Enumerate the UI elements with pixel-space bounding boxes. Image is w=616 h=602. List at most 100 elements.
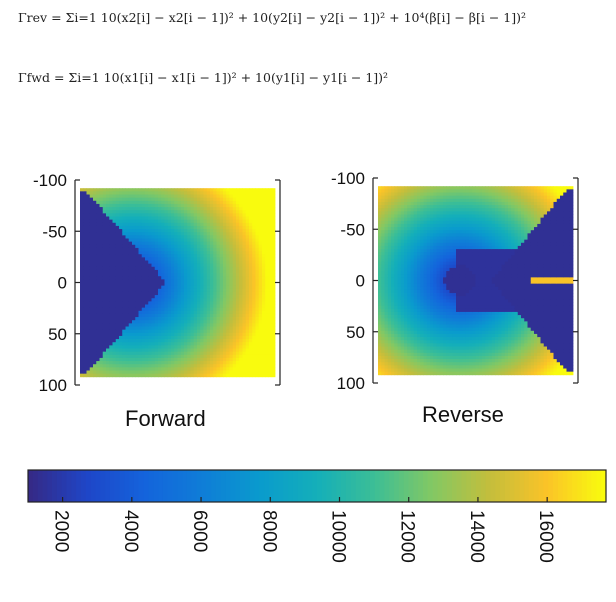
heatmap-cell: [138, 213, 143, 217]
heatmap-cell: [80, 194, 84, 199]
heatmap-cell: [236, 367, 240, 371]
heatmap-cell: [446, 208, 450, 212]
heatmap-cell: [115, 266, 120, 271]
heatmap-cell: [439, 305, 444, 310]
heatmap-cell: [148, 266, 152, 271]
heatmap-cell: [93, 364, 97, 368]
heatmap-cell: [426, 186, 431, 190]
heatmap-cell: [167, 339, 172, 343]
heatmap-cell: [262, 188, 266, 192]
heatmap-cell: [407, 280, 411, 285]
heatmap-cell: [96, 295, 100, 299]
heatmap-cell: [174, 210, 178, 214]
heatmap-cell: [141, 298, 146, 302]
heatmap-cell: [433, 302, 437, 307]
heatmap-cell: [413, 211, 418, 215]
heatmap-cell: [407, 223, 411, 228]
heatmap-cell: [423, 227, 428, 231]
heatmap-cell: [106, 357, 110, 362]
heatmap-cell: [86, 295, 91, 299]
heatmap-cell: [190, 304, 195, 309]
heatmap-cell: [106, 213, 110, 217]
heatmap-cell: [164, 207, 169, 211]
heatmap-cell: [171, 373, 175, 378]
heatmap-cell: [128, 213, 133, 217]
heatmap-cell: [410, 333, 415, 338]
heatmap-cell: [423, 249, 428, 253]
heatmap-cell: [158, 329, 162, 334]
heatmap-cell: [106, 269, 110, 274]
heatmap-cell: [154, 307, 159, 312]
heatmap-cell: [102, 373, 107, 378]
heatmap-cell: [89, 361, 94, 365]
heatmap-cell: [265, 310, 269, 315]
heatmap-cell: [232, 263, 237, 268]
heatmap-cell: [239, 373, 243, 378]
heatmap-cell: [439, 327, 444, 332]
heatmap-cell: [112, 273, 117, 277]
heatmap-cell: [174, 288, 178, 293]
heatmap-cell: [154, 276, 159, 280]
heatmap-cell: [128, 320, 133, 324]
heatmap-cell: [148, 310, 152, 315]
heatmap-cell: [115, 291, 120, 296]
heatmap-cell: [122, 247, 126, 252]
heatmap-cell: [213, 285, 217, 290]
heatmap-cell: [420, 223, 424, 228]
heatmap-cell: [436, 315, 441, 319]
heatmap-cell: [167, 351, 172, 356]
heatmap-cell: [232, 364, 237, 368]
heatmap-cell: [106, 291, 110, 296]
heatmap-cell: [135, 276, 139, 280]
heatmap-cell: [446, 362, 450, 366]
heatmap-cell: [145, 291, 149, 296]
heatmap-cell: [190, 207, 195, 211]
heatmap-cell: [119, 288, 123, 293]
heatmap-cell: [197, 238, 201, 243]
heatmap-cell: [128, 304, 133, 309]
heatmap-cell: [154, 285, 159, 290]
heatmap-cell: [378, 311, 382, 316]
heatmap-cell: [135, 263, 139, 268]
heatmap-cell: [83, 332, 87, 337]
heatmap-cell: [397, 214, 402, 219]
heatmap-cell: [423, 349, 428, 354]
heatmap-cell: [443, 362, 447, 366]
heatmap-cell: [420, 327, 424, 332]
heatmap-cell: [446, 330, 450, 335]
heatmap-cell: [115, 232, 120, 236]
heatmap-cell: [171, 348, 175, 353]
heatmap-cell: [187, 257, 191, 261]
heatmap-cell: [112, 260, 117, 265]
heatmap-cell: [439, 252, 444, 256]
heatmap-cell: [223, 269, 227, 274]
heatmap-cell: [229, 191, 234, 195]
heatmap-cell: [252, 203, 256, 208]
heatmap-cell: [164, 361, 169, 365]
heatmap-cell: [378, 274, 382, 278]
heatmap-cell: [128, 263, 133, 268]
heatmap-cell: [112, 219, 117, 224]
heatmap-cell: [394, 365, 398, 369]
heatmap-cell: [138, 194, 143, 199]
heatmap-cell: [216, 317, 221, 321]
heatmap-cell: [265, 200, 269, 205]
heatmap-cell: [216, 367, 221, 371]
heatmap-cell: [187, 285, 191, 290]
heatmap-cell: [184, 216, 188, 221]
heatmap-cell: [200, 232, 204, 236]
heatmap-cell: [122, 301, 126, 305]
heatmap-cell: [268, 188, 273, 192]
heatmap-cell: [226, 188, 230, 192]
heatmap-cell: [262, 213, 266, 217]
heatmap-cell: [423, 289, 428, 294]
heatmap-cell: [239, 323, 243, 327]
heatmap-cell: [387, 296, 392, 300]
heatmap-cell: [197, 357, 201, 362]
heatmap-cell: [119, 351, 123, 356]
heatmap-cell: [161, 313, 165, 318]
heatmap-cell: [132, 345, 136, 349]
heatmap-cell: [102, 291, 107, 296]
heatmap-cell: [180, 339, 185, 343]
heatmap-cell: [430, 318, 434, 322]
